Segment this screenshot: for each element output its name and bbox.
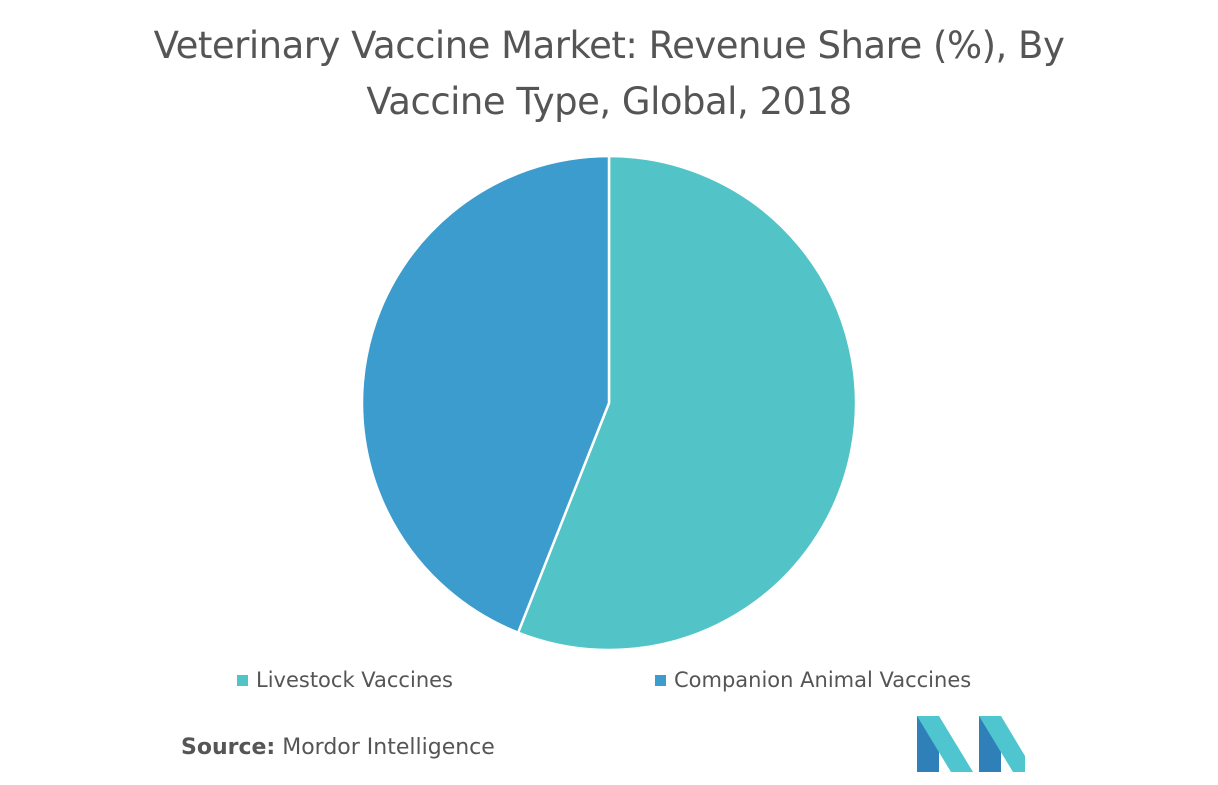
logo-right-diagonal (979, 716, 1025, 772)
chart-title-line-1: Veterinary Vaccine Market: Revenue Share… (153, 24, 1065, 67)
pie-slice-livestock-vaccines[interactable] (516, 154, 858, 652)
chart-legend: Livestock Vaccines Companion Animal Vacc… (0, 668, 1218, 698)
legend-label-companion-animal-vaccines: Companion Animal Vaccines (674, 668, 972, 692)
legend-item-companion-animal-vaccines[interactable]: Companion Animal Vaccines (655, 668, 971, 692)
source-text: Mordor Intelligence (282, 735, 495, 760)
source-label: Source: (181, 735, 276, 760)
legend-label-livestock-vaccines: Livestock Vaccines (256, 668, 453, 692)
legend-swatch-livestock-vaccines (237, 674, 248, 686)
chart-title: Veterinary Vaccine Market: Revenue Share… (0, 18, 1218, 130)
mordor-intelligence-logo-icon (917, 716, 1025, 772)
pie-slice-companion-animal-vaccines[interactable] (360, 154, 611, 634)
chart-title-line-2: Vaccine Type, Global, 2018 (366, 80, 852, 123)
legend-item-livestock-vaccines[interactable]: Livestock Vaccines (237, 668, 453, 692)
source-note: Source: Mordor Intelligence (181, 735, 495, 760)
legend-swatch-companion-animal-vaccines (655, 674, 666, 686)
logo-left-diagonal (917, 716, 973, 772)
